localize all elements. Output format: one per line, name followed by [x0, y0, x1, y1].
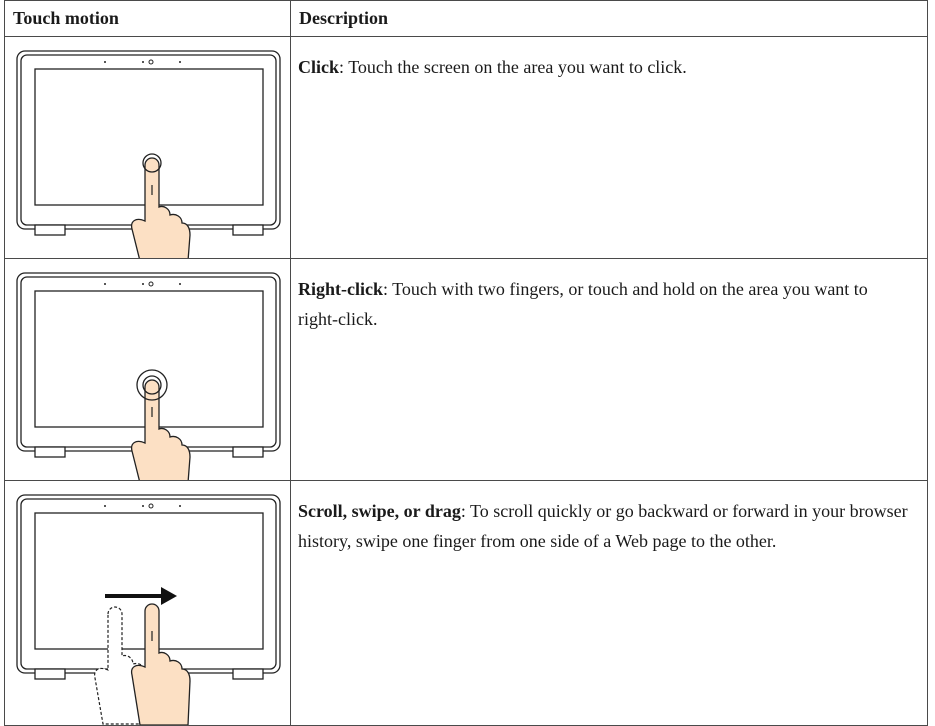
description-cell: Right-click: Touch with two fingers, or …	[290, 258, 928, 481]
description: : To scroll quickly or go backward or fo…	[298, 501, 908, 551]
row: Right-click: Touch with two fingers, or …	[4, 258, 928, 481]
hand	[130, 603, 191, 725]
touch-ring	[136, 369, 168, 401]
header-cell: Touch motion	[4, 0, 291, 37]
header-row: Touch motion Description	[4, 0, 928, 37]
description-cell: Scroll, swipe, or drag: To scroll quickl…	[290, 480, 928, 726]
description: : Touch with two fingers, or touch and h…	[298, 279, 868, 329]
row: Click: Touch the screen on the area you …	[4, 36, 928, 259]
term: Click	[298, 57, 340, 77]
illustration-cell	[4, 258, 291, 481]
description: : Touch the screen on the area you want …	[339, 57, 687, 77]
touch-ring	[142, 375, 162, 395]
touch-ring	[142, 153, 162, 173]
arrow-head	[161, 587, 177, 605]
row: Scroll, swipe, or drag: To scroll quickl…	[4, 480, 928, 726]
scroll-illustration	[16, 494, 281, 725]
header-cell: Description	[290, 0, 928, 37]
illustration-cell	[4, 36, 291, 259]
click-illustration	[16, 50, 281, 258]
touch-table: Touch motion Description	[4, 0, 928, 726]
term: Scroll, swipe, or drag	[298, 501, 461, 521]
description-cell: Click: Touch the screen on the area you …	[290, 36, 928, 259]
illustration-cell	[4, 480, 291, 726]
term: Right-click	[298, 279, 383, 299]
right-click-illustration	[16, 272, 281, 480]
